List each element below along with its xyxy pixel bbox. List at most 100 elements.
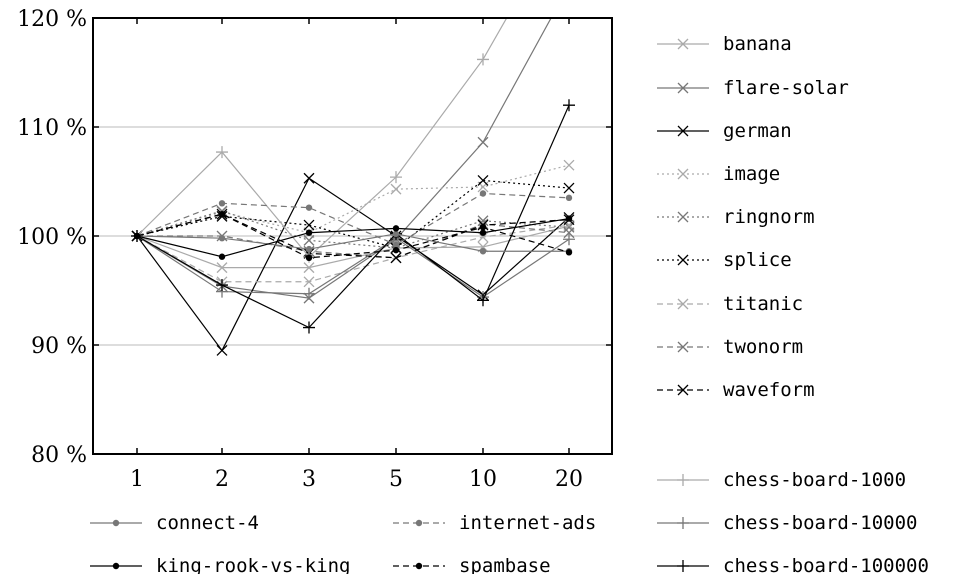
data-point	[216, 262, 228, 274]
series-german	[131, 172, 575, 356]
data-point	[216, 344, 228, 356]
series-line	[136, 192, 570, 246]
legend-marker	[677, 254, 689, 266]
legend-marker	[677, 560, 689, 572]
data-point	[216, 205, 228, 217]
data-point	[133, 232, 141, 240]
data-point	[303, 276, 315, 288]
legend-entry-king-rook-vs-king: king-rook-vs-king	[90, 555, 350, 574]
legend-marker	[677, 517, 689, 529]
legend-label: image	[723, 163, 780, 185]
data-point	[216, 146, 228, 159]
legend-label: internet-ads	[459, 512, 596, 534]
legend-entry-splice: splice	[657, 249, 792, 271]
data-point	[479, 229, 487, 236]
data-point	[390, 252, 402, 264]
legend-entry-chess-board-1000: chess-board-1000	[657, 469, 906, 491]
legend-label: german	[723, 120, 792, 142]
data-point	[303, 219, 315, 231]
data-point	[563, 219, 575, 231]
data-point	[563, 233, 575, 246]
data-point	[303, 262, 315, 274]
legend-entry-titanic: titanic	[657, 293, 803, 315]
series-line	[136, 213, 570, 259]
legend-label: chess-board-1000	[723, 469, 906, 491]
series-lines	[131, 18, 575, 356]
legend-marker	[415, 562, 423, 570]
legend-label: banana	[723, 33, 792, 55]
legend-entry-flare-solar: flare-solar	[657, 77, 849, 99]
legend-entry-connect-4: connect-4	[90, 512, 259, 534]
y-tick-label: 80 %	[31, 443, 87, 468]
data-point	[477, 294, 489, 307]
data-point	[218, 253, 226, 260]
series-line	[136, 164, 570, 237]
legend-entry-banana: banana	[657, 33, 792, 55]
series-line	[136, 233, 569, 252]
x-tick-label: 1	[130, 467, 144, 492]
legend-entry-ringnorm: ringnorm	[657, 206, 815, 228]
data-point	[477, 215, 489, 227]
data-point	[218, 234, 226, 242]
legend-marker	[677, 38, 689, 50]
series-spambase	[133, 211, 573, 261]
legend-entry-chess-board-100000: chess-board-100000	[657, 555, 929, 574]
legend-entry-spambase: spambase	[393, 555, 551, 574]
data-point	[303, 287, 315, 300]
x-tick-label: 5	[389, 467, 403, 492]
legend-label: twonorm	[723, 336, 803, 358]
data-point	[218, 200, 226, 207]
series-chess-board-1000	[131, 18, 508, 263]
legend-marker	[112, 519, 120, 527]
data-point	[390, 183, 402, 195]
data-point	[563, 182, 575, 194]
x-tick-label: 10	[469, 467, 497, 492]
data-point	[479, 190, 487, 197]
data-point	[303, 234, 315, 246]
legend-marker	[677, 341, 689, 353]
data-point	[477, 53, 489, 66]
series-line	[136, 224, 570, 283]
data-point	[563, 221, 575, 233]
legend: banana flare-solar german image ringnorm spli…	[90, 33, 929, 574]
series-internet-ads	[133, 190, 573, 248]
legend-label: chess-board-10000	[723, 512, 917, 534]
data-point	[390, 171, 402, 184]
data-point	[303, 172, 315, 184]
legend-entry-twonorm: twonorm	[657, 336, 803, 358]
data-point	[477, 231, 489, 243]
data-point	[392, 246, 400, 254]
legend-entry-internet-ads: internet-ads	[393, 512, 596, 534]
data-point	[392, 225, 400, 232]
x-tick-label: 2	[215, 467, 229, 492]
legend-marker	[677, 298, 689, 310]
y-tick-label: 120 %	[17, 7, 87, 32]
data-point	[218, 211, 226, 218]
legend-label: king-rook-vs-king	[156, 555, 350, 574]
series-line	[137, 223, 570, 259]
x-tick-label: 20	[555, 467, 583, 492]
data-point	[565, 249, 573, 256]
y-tick-label: 90 %	[31, 334, 87, 359]
data-point	[216, 279, 228, 292]
data-point	[563, 159, 575, 171]
series-line	[136, 18, 552, 299]
legend-label: flare-solar	[723, 77, 849, 99]
series-line	[136, 225, 570, 269]
y-tick-label: 100 %	[17, 225, 87, 250]
data-point	[477, 218, 489, 230]
legend-label: spambase	[459, 555, 551, 574]
data-point	[392, 241, 400, 248]
legend-entry-image: image	[657, 163, 780, 185]
data-point	[392, 230, 400, 238]
series-line	[136, 104, 570, 329]
data-point	[563, 227, 575, 239]
x-tick-label: 3	[302, 467, 316, 492]
legend-marker	[677, 125, 689, 137]
legend-marker	[677, 384, 689, 396]
data-point	[477, 174, 489, 186]
series-line	[136, 18, 508, 258]
legend-label: chess-board-100000	[723, 555, 929, 574]
legend-label: connect-4	[156, 512, 259, 534]
legend-marker	[677, 82, 689, 94]
